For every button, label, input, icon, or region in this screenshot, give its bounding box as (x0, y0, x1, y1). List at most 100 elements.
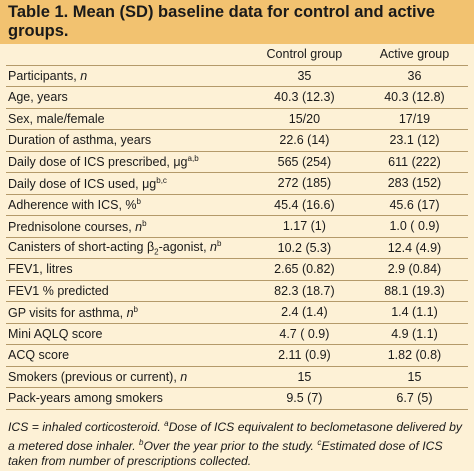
control-value: 22.6 (14) (247, 129, 361, 152)
row-label-text: Smokers (previous or current), (8, 369, 181, 384)
row-label: FEV1 % predicted (6, 280, 248, 302)
row-label-text: Canisters of short-acting β (8, 240, 155, 255)
active-value: 6.7 (5) (360, 387, 468, 410)
row-label-superscript: b (136, 197, 141, 207)
row-label-superscript: b (216, 238, 222, 248)
active-value: 40.3 (12.8) (360, 86, 468, 109)
row-label: FEV1, litres (6, 258, 248, 281)
row-label-text: FEV1 % predicted (8, 283, 109, 298)
active-value: 283 (152) (360, 172, 468, 195)
row-label: Participants, n (6, 65, 248, 87)
row-label-text: Mini AQLQ score (8, 326, 103, 341)
table-row: Adherence with ICS, %b 45.4 (16.6) 45.6 (1… (6, 194, 468, 216)
footnote-sup-c: c (317, 437, 322, 447)
table-row: FEV1, litres 2.65 (0.82) 2.9 (0.84) (6, 258, 468, 281)
row-label: Adherence with ICS, %b (6, 194, 248, 216)
table-body: Participants, n 35 36 Age, years 40.3 (12.3)… (6, 65, 468, 410)
control-value: 565 (254) (247, 151, 361, 173)
header-label-cell (6, 44, 248, 66)
table-row: Participants, n 35 36 (6, 65, 468, 87)
baseline-table: Control group Active group Participants,… (6, 44, 468, 410)
row-label: GP visits for asthma, nb (6, 301, 248, 324)
footnote: ICS = inhaled corticosteroid. aDose of I… (0, 410, 474, 469)
table-row: FEV1 % predicted 82.3 (18.7) 88.1 (19.3) (6, 280, 468, 302)
table-row: ACQ score 2.11 (0.9) 1.82 (0.8) (6, 344, 468, 367)
row-label-text: Participants, (8, 68, 81, 83)
active-value: 36 (360, 65, 468, 87)
active-value: 12.4 (4.9) (360, 237, 468, 259)
active-value: 4.9 (1.1) (360, 323, 468, 345)
footnote-part-4: Estimated dose of ICS taken from number … (8, 438, 443, 468)
row-label-italic: n (135, 219, 143, 234)
row-label-text: Duration of asthma, years (8, 133, 152, 148)
control-value: 1.17 (1) (247, 215, 361, 238)
active-value: 15 (360, 366, 468, 388)
row-label: Mini AQLQ score (6, 323, 248, 345)
row-label-italic: n (126, 305, 134, 320)
control-value: 35 (247, 65, 361, 87)
table-container: Control group Active group Participants,… (0, 44, 474, 410)
footnote-sup-b: b (138, 437, 144, 447)
table-row: Sex, male/female 15/20 17/19 (6, 108, 468, 130)
active-value: 1.82 (0.8) (360, 344, 468, 367)
row-label: Prednisolone courses, nb (6, 215, 248, 238)
row-label-text: GP visits for asthma, (8, 305, 127, 320)
table-row: Daily dose of ICS prescribed, μga,b 565 (… (6, 151, 468, 173)
header-control-group: Control group (247, 44, 361, 66)
active-value: 1.4 (1.1) (360, 301, 468, 324)
footnote-part-2: Dose of ICS equivalent to beclometasone … (8, 419, 462, 453)
row-label: Daily dose of ICS prescribed, μga,b (6, 151, 248, 173)
row-label: Canisters of short-acting β2-agonist, nb (6, 237, 248, 259)
row-label-text: Age, years (8, 90, 68, 105)
table-row: Canisters of short-acting β2-agonist, nb… (6, 237, 468, 259)
row-label-superscript: b,c (156, 175, 167, 185)
row-label-superscript: b (133, 304, 138, 314)
row-label-superscript: b (142, 218, 147, 228)
footnote-part-1: ICS = inhaled corticosteroid. (8, 419, 165, 434)
control-value: 40.3 (12.3) (247, 86, 361, 109)
row-label-italic: n (80, 68, 88, 83)
active-value: 23.1 (12) (360, 129, 468, 152)
control-value: 2.11 (0.9) (247, 344, 361, 367)
row-label: Pack-years among smokers (6, 387, 248, 410)
row-label-text: Prednisolone courses, (8, 219, 136, 234)
active-value: 611 (222) (360, 151, 468, 173)
control-value: 82.3 (18.7) (247, 280, 361, 302)
row-label: ACQ score (6, 344, 248, 367)
control-value: 272 (185) (247, 172, 361, 195)
control-value: 2.65 (0.82) (247, 258, 361, 281)
control-value: 15/20 (247, 108, 361, 130)
title-bar: Table 1. Mean (SD) baseline data for con… (0, 0, 474, 44)
active-value: 45.6 (17) (360, 194, 468, 216)
footnote-sup-a: a (164, 418, 169, 428)
table-row: Age, years 40.3 (12.3) 40.3 (12.8) (6, 86, 468, 109)
table-title: Table 1. Mean (SD) baseline data for con… (8, 3, 435, 40)
header-active-group: Active group (360, 44, 468, 66)
active-value: 1.0 ( 0.9) (360, 215, 468, 238)
row-label-text-2: -agonist, (158, 240, 211, 255)
active-value: 88.1 (19.3) (360, 280, 468, 302)
footnote-part-3: Over the year prior to the study. (143, 438, 318, 453)
active-value: 2.9 (0.84) (360, 258, 468, 281)
header-row: Control group Active group (6, 44, 468, 66)
row-label-superscript: a,b (187, 154, 199, 164)
table-row: GP visits for asthma, nb 2.4 (1.4) 1.4 (1.… (6, 301, 468, 324)
table-row: Duration of asthma, years 22.6 (14) 23.1 (… (6, 129, 468, 152)
table-row: Prednisolone courses, nb 1.17 (1) 1.0 ( 0.… (6, 215, 468, 238)
table-row: Daily dose of ICS used, μgb,c 272 (185) 28… (6, 172, 468, 195)
control-value: 10.2 (5.3) (247, 237, 361, 259)
row-label: Sex, male/female (6, 108, 248, 130)
table-row: Mini AQLQ score 4.7 ( 0.9) 4.9 (1.1) (6, 323, 468, 345)
active-value: 17/19 (360, 108, 468, 130)
control-value: 45.4 (16.6) (247, 194, 361, 216)
row-label-text: Daily dose of ICS prescribed, μg (8, 155, 188, 170)
row-label-italic: n (210, 240, 217, 255)
control-value: 2.4 (1.4) (247, 301, 361, 324)
row-label-text: Daily dose of ICS used, μg (8, 176, 157, 191)
row-label-text: Pack-years among smokers (8, 391, 163, 406)
row-label: Duration of asthma, years (6, 129, 248, 152)
row-label: Smokers (previous or current), n (6, 366, 248, 388)
row-label-italic: n (180, 369, 188, 384)
control-value: 4.7 ( 0.9) (247, 323, 361, 345)
row-label-text: Adherence with ICS, % (8, 198, 137, 213)
